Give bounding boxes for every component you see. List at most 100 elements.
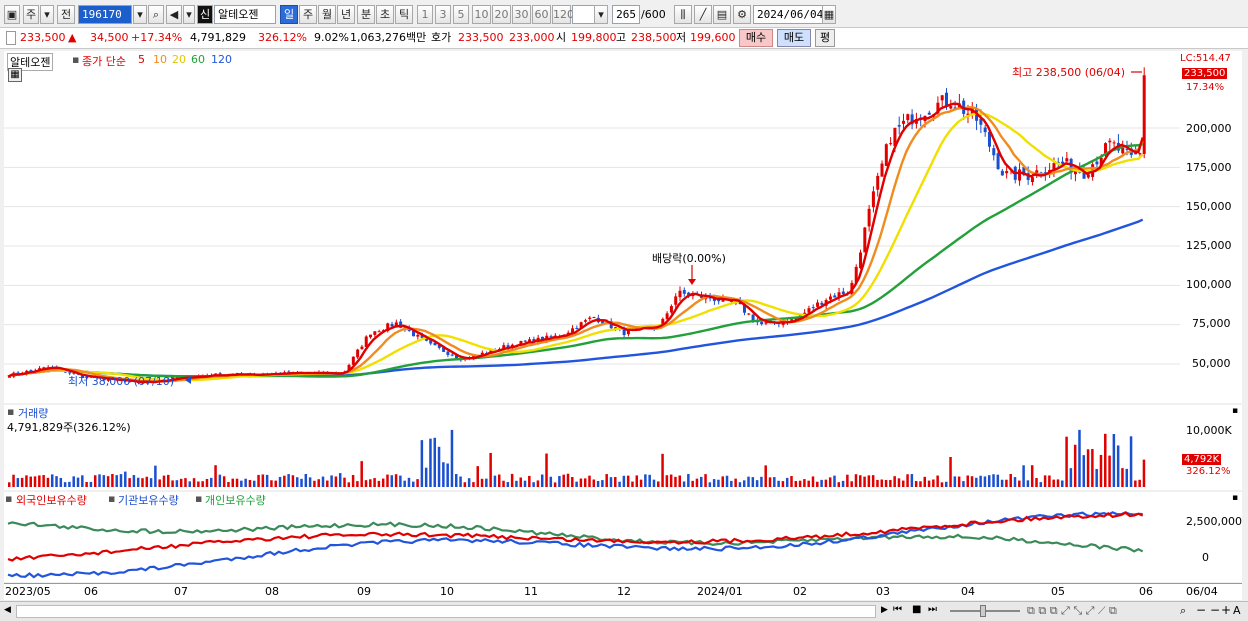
candle-body [412,329,416,337]
period-month[interactable]: 월 [318,5,336,24]
zoom-dash-icon[interactable]: − [1210,603,1221,617]
candle-body [811,307,815,309]
volume-bar [270,480,273,487]
volume-bar [536,480,540,487]
zoom-search-icon[interactable]: ⌕ [1180,604,1187,617]
volume-bar [932,479,935,487]
volume-bar [644,474,647,487]
volume-bar [502,480,505,487]
volume-bar [334,476,338,487]
last-icon[interactable]: ⏭ [928,604,937,615]
font-size-icon[interactable]: A [1233,604,1241,617]
candle-body [540,336,544,341]
volume-bar [828,477,832,487]
candle-body [902,120,906,124]
count-10[interactable]: 10 [472,5,491,24]
volume-bar [820,479,823,487]
window-icon[interactable]: ▣ [4,5,20,24]
candle-body [588,317,592,319]
period-minute[interactable]: 분 [357,5,375,24]
volume-bar [162,475,166,487]
eval-button[interactable]: 평 [815,29,835,47]
candle-body [876,175,880,190]
volume-bar [330,475,333,487]
scroll-right-icon[interactable]: ▶ [881,605,888,615]
volume-bar [923,476,926,487]
period-tick[interactable]: 틱 [395,5,413,24]
volume-bar [493,475,497,487]
count-3[interactable]: 3 [435,5,451,24]
search-icon[interactable]: ⌕ [148,5,164,24]
volume-bar [63,482,67,487]
volume-bar [437,446,441,487]
volume-bar [433,437,437,487]
period-year[interactable]: 년 [337,5,355,24]
period-week[interactable]: 주 [299,5,317,24]
count-1[interactable]: 1 [417,5,433,24]
count-30[interactable]: 30 [512,5,531,24]
volume-bar [308,477,312,487]
date-input[interactable]: 2024/06/04 [753,5,823,24]
scroll-bar[interactable]: ◀ ▶ ⏮ ■ ⏭ ⧉ ⧉ ⧉ ⤢ ⤡ ⤢ ⟋ ⧉ ⌕ − − + A [0,601,1248,621]
candle-body [81,374,85,378]
close-icon[interactable]: ▪ [1232,406,1239,416]
type-select[interactable]: 주 [23,5,39,24]
volume-bar [115,475,118,487]
volume-bar [970,476,974,487]
last-price-tag: 233,500 [1182,68,1228,79]
candle-icon[interactable]: ⫼ [674,5,692,24]
code-dropdown-icon[interactable]: ▾ [133,5,147,24]
candle-body [1121,147,1125,154]
open-value: 199,800 [571,31,617,44]
table-toggle-icon[interactable]: ▦ [8,68,22,82]
volume-bar [136,477,140,487]
low-value: 199,600 [690,31,736,44]
line-tool-icon[interactable]: ╱ [694,5,712,24]
volume-bar [876,479,879,487]
volume-bar [674,476,677,487]
calendar-icon[interactable]: ▦ [822,5,836,24]
all-button[interactable]: 전 [57,5,75,24]
sell-button[interactable]: 매도 [777,29,811,47]
count-60[interactable]: 60 [532,5,551,24]
stop-icon[interactable]: ■ [912,604,922,615]
chevron-down-icon[interactable]: ▾ [40,5,54,24]
volume-chart[interactable]: ▪ 거래량 4,791,829주(326.12%) [4,405,1180,490]
holding-chart[interactable]: ▪ 외국인보유수량 ▪ 기관보유수량 ▪ 개인보유수량 [4,492,1180,582]
scroll-left-icon[interactable]: ◀ [4,605,11,615]
gear-icon[interactable]: ⚙ [733,5,751,24]
buy-button[interactable]: 매수 [739,29,773,47]
count-dropdown-icon[interactable]: ▾ [594,5,608,24]
bars-input[interactable]: 265 [612,5,640,24]
count-120[interactable]: 120 [552,5,574,24]
foreign-holding-line [7,511,1144,562]
scroll-track[interactable] [16,605,876,618]
count-20[interactable]: 20 [492,5,511,24]
price-chart[interactable]: 알테오젠 ▪ 종가 단순 5 10 20 60 120 ▦ 최고 238,500… [4,51,1180,403]
candle-body [356,349,360,358]
volume-bar [966,475,969,487]
chart-tools-icons[interactable]: ⧉ ⧉ ⧉ ⤢ ⤡ ⤢ ⟋ ⧉ [1027,604,1117,617]
candle-body [523,340,527,342]
volume-bar [691,480,694,487]
count-5[interactable]: 5 [453,5,469,24]
zoom-in-icon[interactable]: + [1221,603,1232,617]
save-icon[interactable]: ▤ [713,5,731,24]
speaker-dropdown-icon[interactable]: ▾ [183,5,195,24]
close-icon[interactable]: ▪ [1232,493,1239,503]
high-annotation: 최고 238,500 (06/04) [1012,66,1126,79]
first-icon[interactable]: ⏮ [893,604,902,615]
zoom-out-icon[interactable]: − [1196,603,1207,617]
volume-bar [1039,482,1043,487]
code-input[interactable]: 196170 [78,5,132,24]
quote-checkbox[interactable] [6,31,16,45]
speaker-icon[interactable]: ◀ [166,5,182,24]
volume-bar [106,476,110,487]
volume-bar [794,481,798,487]
period-day[interactable]: 일 [280,5,298,24]
zoom-slider-handle[interactable] [980,605,986,617]
volume-bar [1142,459,1146,487]
candle-body [760,321,764,325]
volume-bar [68,481,71,487]
period-second[interactable]: 초 [376,5,394,24]
